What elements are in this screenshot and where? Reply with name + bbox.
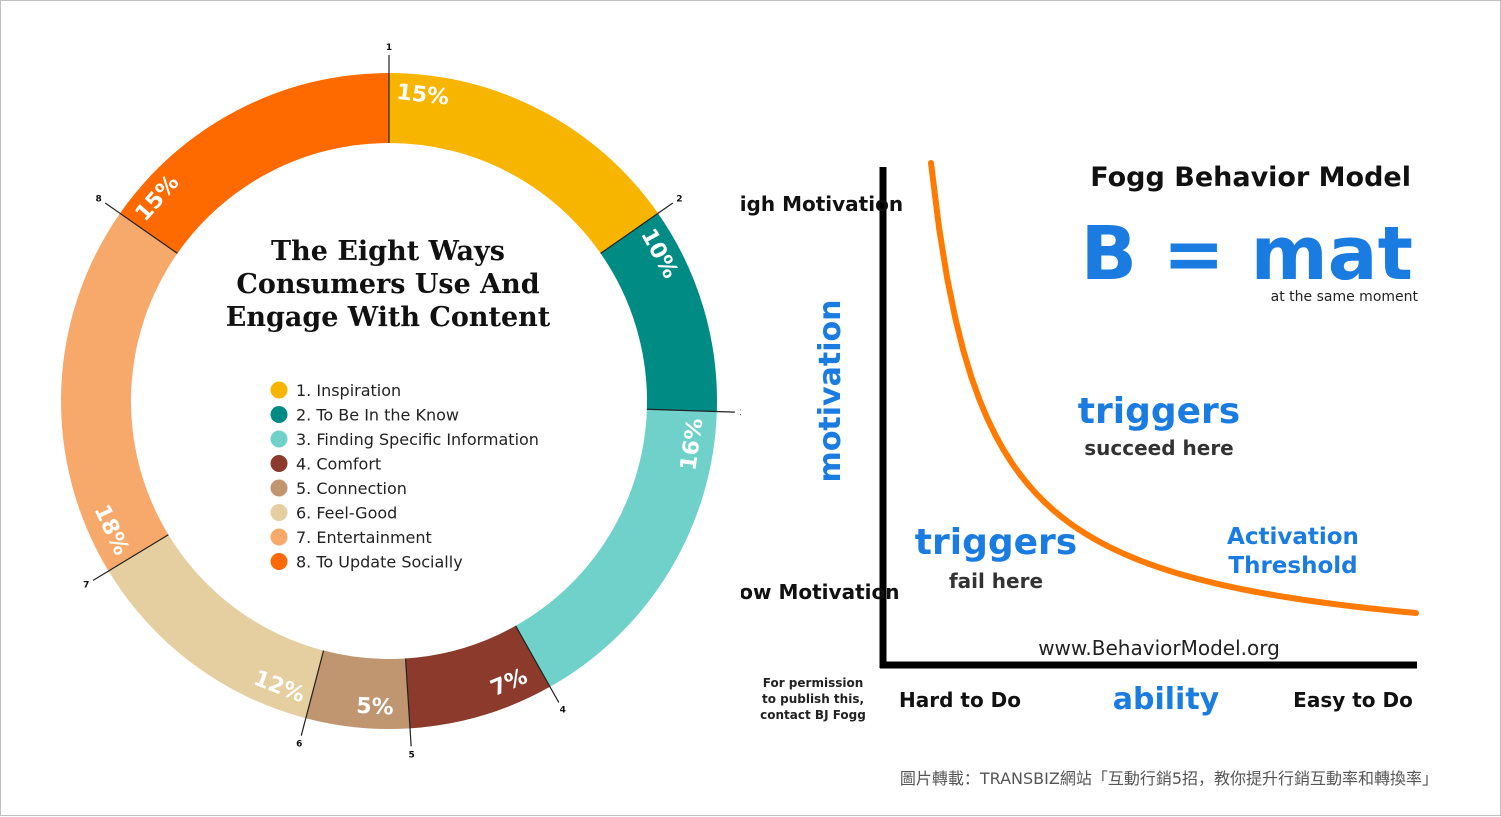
x-tick-hard: Hard to Do xyxy=(899,688,1021,712)
donut-segment-4 xyxy=(405,625,550,729)
donut-segment-number-4: 4 xyxy=(560,705,566,715)
donut-segment-5 xyxy=(305,650,411,729)
permission-line-3: contact BJ Fogg xyxy=(760,708,866,722)
donut-chart: 12345678 15%10%16%7%5%12%18%15% The Eigh… xyxy=(60,43,741,760)
legend-item-8: 8. To Update Socially xyxy=(270,553,463,572)
legend-label-8: 8. To Update Socially xyxy=(296,553,463,572)
activation-threshold-label-line-2: Threshold xyxy=(1228,553,1357,579)
donut-segment-3 xyxy=(515,409,717,687)
legend-swatch-8 xyxy=(270,553,288,570)
triggers-fail-word: triggers xyxy=(915,522,1077,563)
donut-segment-number-1: 1 xyxy=(386,43,392,53)
donut-value-label-1: 15% xyxy=(395,80,450,111)
triggers-succeed-word: triggers xyxy=(1078,391,1240,432)
legend-swatch-3 xyxy=(270,430,288,448)
donut-boundary-line-8 xyxy=(104,202,178,254)
donut-boundary-line-2 xyxy=(600,202,674,254)
fogg-behavior-model-chart: Fogg Behavior Model B = mat at the same … xyxy=(741,160,1419,722)
chart-title: Fogg Behavior Model xyxy=(1090,162,1411,193)
y-tick-high-line-1: High Motivation xyxy=(741,192,903,216)
activation-threshold-label-line-1: Activation xyxy=(1227,524,1359,550)
legend-swatch-1 xyxy=(270,381,288,399)
donut-segments xyxy=(60,73,717,729)
formula-b-equals-mat: B = mat xyxy=(1081,211,1413,297)
legend-item-2: 2. To Be In the Know xyxy=(270,406,459,425)
donut-legend: 1. Inspiration 2. To Be In the Know 3. Fin… xyxy=(270,381,539,572)
legend-label-6: 6. Feel-Good xyxy=(296,504,397,523)
triggers-fail-note: fail here xyxy=(949,569,1043,593)
permission-line-1: For permission xyxy=(763,676,864,690)
formula-note: at the same moment xyxy=(1271,289,1419,305)
triggers-succeed-note: succeed here xyxy=(1084,436,1234,460)
donut-boundary-line-4 xyxy=(515,625,560,703)
permission-line-2: to publish this, xyxy=(762,692,864,706)
legend-swatch-6 xyxy=(270,504,288,521)
y-axis-label-motivation: motivation xyxy=(813,300,848,483)
legend-item-3: 3. Finding Specific Information xyxy=(270,430,539,449)
donut-boundary-line-5 xyxy=(404,658,412,747)
donut-segment-number-3: 3 xyxy=(740,408,741,418)
donut-title-line-2: Consumers Use And xyxy=(236,269,539,300)
donut-segment-1 xyxy=(389,73,659,254)
legend-swatch-2 xyxy=(270,406,288,423)
donut-segment-8 xyxy=(119,73,390,254)
donut-segment-number-7: 7 xyxy=(83,581,89,591)
donut-segment-number-8: 8 xyxy=(96,194,102,204)
legend-item-6: 6. Feel-Good xyxy=(270,504,397,523)
y-tick-low: Low Motivation xyxy=(741,580,899,604)
donut-boundary-line-3 xyxy=(646,408,735,413)
donut-segment-7 xyxy=(60,213,178,572)
donut-value-label-5: 5% xyxy=(356,694,394,721)
legend-swatch-5 xyxy=(270,479,288,497)
activation-threshold-curve xyxy=(928,160,1419,616)
donut-title-line-1: The Eight Ways xyxy=(271,236,505,267)
image-credit-caption: 圖片轉載：TRANSBIZ網站「互動行銷5招，教你提升行銷互動率和轉換率」 xyxy=(899,769,1438,788)
legend-item-1: 1. Inspiration xyxy=(270,381,401,400)
donut-segment-number-2: 2 xyxy=(676,194,682,204)
behavior-model-url: www.BehaviorModel.org xyxy=(1038,636,1280,660)
donut-segment-6 xyxy=(108,534,324,719)
donut-segment-number-6: 6 xyxy=(296,739,302,749)
donut-boundary-line-6 xyxy=(300,650,325,736)
x-axis-label-ability: ability xyxy=(1113,682,1220,717)
donut-boundary-line-7 xyxy=(92,534,169,581)
donut-title-line-3: Engage With Content xyxy=(226,302,551,333)
legend-item-5: 5. Connection xyxy=(270,479,407,498)
x-tick-easy: Easy to Do xyxy=(1293,688,1413,712)
legend-label-4: 4. Comfort xyxy=(296,455,381,474)
legend-item-7: 7. Entertainment xyxy=(270,528,432,547)
legend-swatch-7 xyxy=(270,528,288,546)
legend-label-3: 3. Finding Specific Information xyxy=(296,430,539,449)
legend-label-7: 7. Entertainment xyxy=(296,528,432,547)
legend-swatch-4 xyxy=(270,455,288,472)
donut-title: The Eight Ways Consumers Use And Engage … xyxy=(226,236,551,333)
legend-item-4: 4. Comfort xyxy=(270,455,381,474)
donut-segment-2 xyxy=(600,213,717,412)
legend-label-1: 1. Inspiration xyxy=(296,381,401,400)
donut-segment-number-5: 5 xyxy=(409,750,415,760)
legend-label-2: 2. To Be In the Know xyxy=(296,406,459,425)
legend-label-5: 5. Connection xyxy=(296,479,407,498)
donut-segment-ticks: 1 2 3 4 5 6 7 8 xyxy=(83,43,741,760)
